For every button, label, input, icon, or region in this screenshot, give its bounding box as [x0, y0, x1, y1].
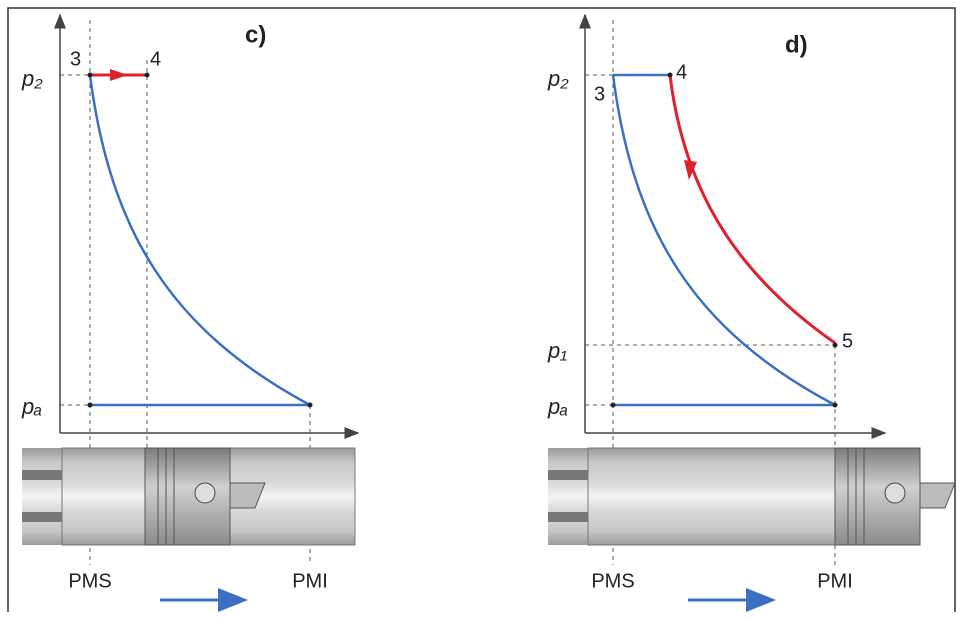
position-label: PMI: [817, 570, 853, 592]
expansion-curve: [668, 74, 836, 345]
point-label: 4: [150, 48, 161, 70]
point-label: 5: [842, 330, 853, 352]
pressure-label: p₂: [21, 66, 43, 91]
pressure-label: p₁: [547, 338, 567, 363]
panel-label: c): [245, 21, 266, 48]
compression-curve: [611, 74, 836, 407]
position-label: PMI: [292, 570, 328, 592]
pressure-label: p₂: [547, 66, 569, 91]
frame: [7, 7, 956, 612]
arrow: [110, 69, 128, 81]
position-label: PMS: [591, 570, 634, 592]
panel-c: c) p₂ pₐ 3 4 PMS PMI: [21, 13, 360, 612]
panel-d: d) p₂ p₁ pₐ 3 4 5 PMS PMI: [547, 13, 956, 612]
arrow: [684, 160, 697, 180]
point-label: 4: [676, 61, 687, 83]
pressure-label: pₐ: [547, 394, 568, 419]
cylinder: [22, 447, 356, 546]
point-label: 3: [594, 83, 605, 105]
point-label: 3: [70, 48, 81, 70]
pressure-label: pₐ: [21, 394, 42, 419]
compression-curve: [88, 74, 311, 407]
cylinder: [548, 447, 956, 546]
panel-label: d): [785, 31, 808, 58]
position-label: PMS: [68, 570, 111, 592]
